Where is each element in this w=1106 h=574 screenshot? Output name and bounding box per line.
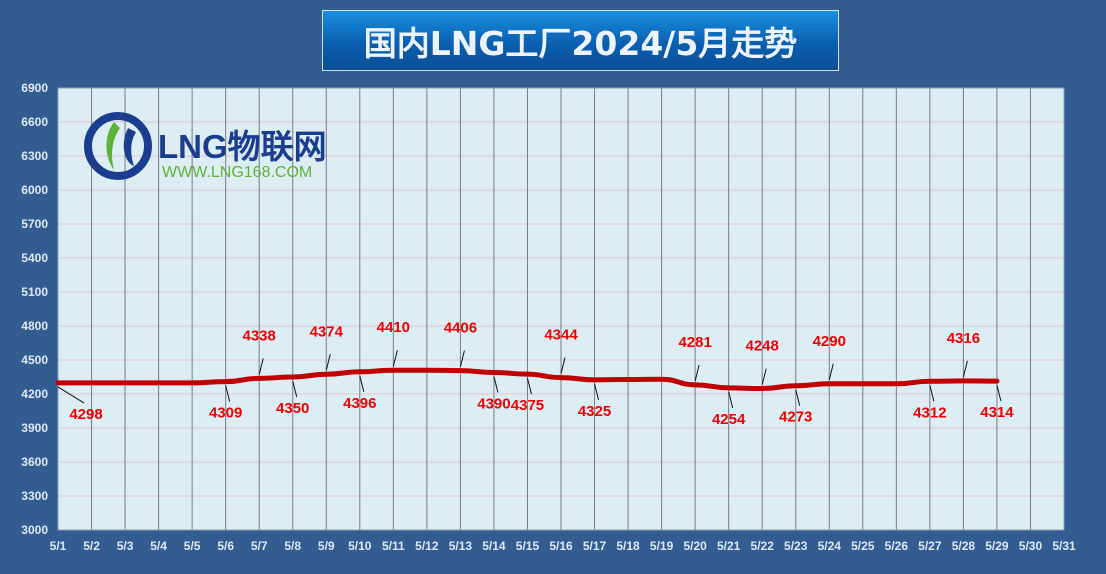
data-label: 4273	[779, 409, 812, 426]
data-label: 4298	[69, 406, 102, 423]
data-label: 4314	[980, 404, 1014, 421]
label-leader-line	[929, 385, 935, 402]
data-label: 4309	[209, 405, 242, 422]
label-leader-line	[996, 384, 1002, 402]
x-tick-label: 5/18	[616, 539, 640, 553]
label-leader-line	[761, 368, 767, 385]
x-tick-label: 5/9	[318, 539, 335, 553]
y-tick-label: 3900	[21, 421, 48, 435]
data-label: 4281	[678, 334, 711, 351]
label-leader-line	[292, 380, 298, 398]
data-label: 4410	[377, 319, 410, 336]
x-tick-label: 5/26	[885, 539, 909, 553]
y-tick-label: 3300	[21, 489, 48, 503]
data-label: 4350	[276, 400, 309, 417]
label-leader-line	[258, 358, 264, 375]
y-tick-label: 6600	[21, 115, 48, 129]
x-tick-label: 5/22	[751, 539, 775, 553]
label-leader-line	[359, 375, 365, 392]
x-tick-label: 5/25	[851, 539, 875, 553]
data-label: 4325	[578, 403, 611, 420]
data-label: 4290	[813, 333, 846, 350]
data-label: 4248	[746, 338, 779, 355]
y-tick-label: 4200	[21, 387, 48, 401]
logo-name: LNG物联网	[158, 128, 327, 165]
data-label: 4254	[712, 411, 746, 428]
logo-ring-icon	[84, 112, 152, 180]
data-label: 4375	[511, 397, 544, 414]
x-tick-label: 5/3	[117, 539, 134, 553]
x-tick-label: 5/2	[83, 539, 100, 553]
x-tick-label: 5/5	[184, 539, 201, 553]
lng-logo: LNG物联网 WWW.LNG168.COM	[84, 112, 327, 181]
label-leader-line	[493, 376, 499, 393]
x-tick-label: 5/28	[952, 539, 976, 553]
x-tick-label: 5/21	[717, 539, 741, 553]
logo-leaf-icon	[106, 122, 120, 170]
y-tick-label: 4800	[21, 319, 48, 333]
logo-url: WWW.LNG168.COM	[162, 164, 312, 181]
label-leader-line	[392, 350, 398, 367]
label-leader-line	[560, 357, 566, 374]
x-tick-label: 5/23	[784, 539, 808, 553]
x-tick-label: 5/7	[251, 539, 268, 553]
x-tick-label: 5/31	[1052, 539, 1076, 553]
data-label: 4396	[343, 395, 376, 412]
y-tick-label: 3600	[21, 455, 48, 469]
x-tick-label: 5/8	[284, 539, 301, 553]
label-leader-line	[594, 383, 600, 400]
label-leader-line	[57, 386, 85, 404]
x-tick-label: 5/16	[549, 539, 573, 553]
x-tick-label: 5/13	[449, 539, 473, 553]
y-tick-label: 5400	[21, 251, 48, 265]
label-leader-line	[459, 350, 465, 367]
label-leader-line	[828, 363, 834, 380]
x-tick-label: 5/6	[217, 539, 234, 553]
label-leader-line	[728, 391, 734, 409]
x-tick-label: 5/29	[985, 539, 1009, 553]
x-tick-label: 5/30	[1019, 539, 1043, 553]
x-tick-label: 5/24	[818, 539, 842, 553]
x-tick-label: 5/4	[150, 539, 167, 553]
label-leader-line	[526, 378, 532, 395]
x-tick-label: 5/10	[348, 539, 372, 553]
label-leader-line	[225, 385, 231, 402]
x-tick-label: 5/19	[650, 539, 674, 553]
x-tick-label: 5/14	[482, 539, 506, 553]
data-label: 4312	[913, 404, 946, 421]
data-label: 4390	[477, 395, 510, 412]
x-tick-label: 5/15	[516, 539, 540, 553]
logo-flame-icon	[123, 128, 136, 166]
label-leader-line	[694, 364, 700, 381]
plot-border	[57, 87, 1065, 531]
x-tick-label: 5/17	[583, 539, 607, 553]
data-label: 4316	[947, 330, 980, 347]
y-tick-label: 5100	[21, 285, 48, 299]
chart-title: 国内LNG工厂2024/5月走势	[322, 10, 839, 71]
y-tick-label: 6900	[21, 81, 48, 95]
x-tick-label: 5/20	[683, 539, 707, 553]
x-tick-label: 5/12	[415, 539, 439, 553]
label-leader-line	[795, 389, 801, 406]
y-tick-label: 6300	[21, 149, 48, 163]
data-label: 4374	[310, 323, 344, 340]
label-leader-line	[962, 360, 968, 377]
data-label: 4406	[444, 320, 477, 337]
x-tick-label: 5/1	[50, 539, 67, 553]
y-tick-label: 6000	[21, 183, 48, 197]
y-tick-label: 4500	[21, 353, 48, 367]
data-label: 4338	[243, 327, 276, 344]
x-tick-label: 5/11	[382, 539, 405, 553]
x-tick-label: 5/27	[918, 539, 942, 553]
label-leader-line	[325, 354, 331, 371]
y-tick-label: 3000	[21, 523, 48, 537]
y-tick-label: 5700	[21, 217, 48, 231]
data-label: 4344	[544, 327, 578, 344]
